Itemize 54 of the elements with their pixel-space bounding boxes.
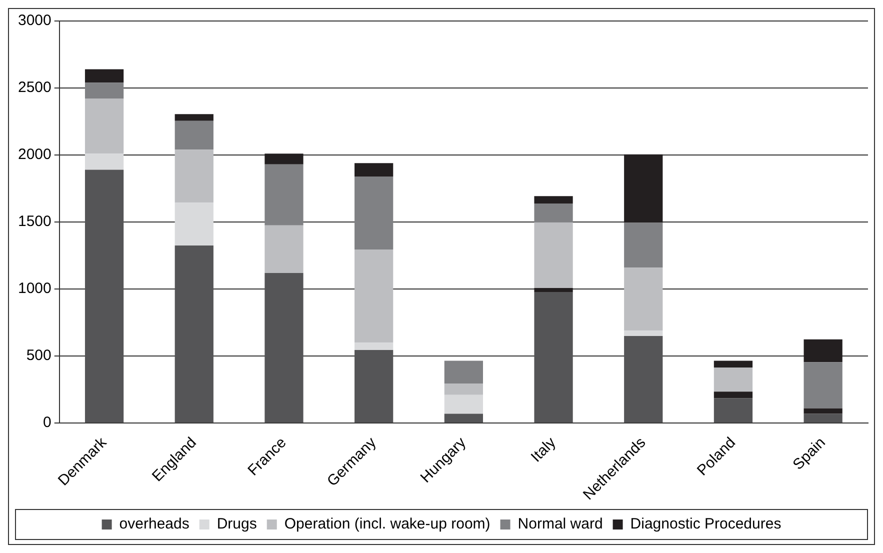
bar — [264, 164, 304, 226]
bar — [804, 362, 842, 408]
bar — [84, 69, 124, 83]
bar — [804, 408, 842, 414]
y-tick-label: 500 — [26, 347, 52, 364]
legend-label: Operation (incl. wake-up room) — [284, 516, 490, 533]
y-tick-label: 1000 — [18, 280, 52, 298]
bar — [714, 398, 753, 423]
legend-label: Drugs — [216, 516, 257, 533]
bar — [534, 204, 573, 222]
bar — [534, 288, 573, 292]
legend-label: Diagnostic Procedures — [630, 516, 782, 533]
bar — [534, 292, 573, 423]
bar — [354, 350, 394, 423]
bar — [624, 336, 663, 423]
bar — [534, 222, 573, 288]
bar — [624, 268, 663, 331]
bar — [444, 384, 483, 395]
y-tick-label: 0 — [43, 414, 52, 432]
bar — [804, 414, 842, 423]
bar — [804, 339, 842, 362]
bar — [174, 245, 214, 423]
y-tick-label: 1500 — [18, 213, 52, 230]
bar — [624, 330, 663, 336]
bar — [354, 163, 394, 176]
bar — [84, 98, 124, 154]
bar — [534, 196, 573, 204]
bar — [714, 367, 753, 392]
y-tick-label: 2500 — [18, 79, 52, 96]
legend-label: overheads — [119, 516, 190, 533]
legend-label: Normal ward — [518, 516, 603, 533]
bar — [174, 114, 214, 121]
bar — [174, 120, 214, 150]
bar — [264, 225, 304, 273]
bar — [264, 154, 304, 164]
bar — [444, 394, 483, 414]
bar — [444, 360, 483, 384]
bar — [624, 154, 663, 223]
bar — [354, 250, 394, 343]
bar — [714, 392, 753, 398]
bar — [84, 170, 124, 423]
bar — [354, 176, 394, 250]
bar — [714, 360, 753, 368]
bar — [174, 150, 214, 203]
bar — [174, 202, 214, 246]
bar — [624, 222, 663, 268]
y-tick-label: 3000 — [18, 12, 52, 30]
y-tick-label: 2000 — [18, 146, 52, 164]
bar — [354, 342, 394, 350]
bar — [84, 82, 124, 99]
bar — [264, 272, 304, 423]
x-tick-label: Italy — [528, 434, 560, 466]
bar — [84, 154, 124, 170]
bar — [444, 414, 483, 423]
